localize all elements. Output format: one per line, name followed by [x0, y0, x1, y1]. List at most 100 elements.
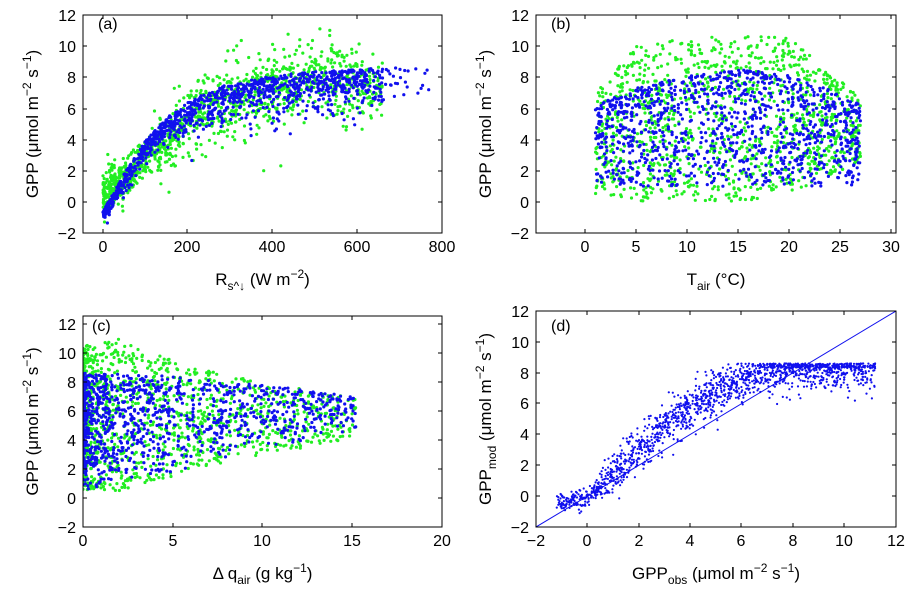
observed-point [298, 44, 302, 48]
modeled-point [662, 145, 666, 149]
observed-point [652, 58, 656, 62]
modeled-point [759, 151, 764, 155]
modeled-point [734, 100, 738, 104]
panel-c-points [83, 337, 358, 493]
modeled-point [837, 112, 841, 116]
modeled-point [160, 129, 164, 133]
modeled-point [265, 105, 269, 109]
observed-point [244, 77, 248, 81]
modeled-point [782, 159, 786, 163]
observed-point [653, 120, 657, 124]
modeled-point [105, 203, 109, 207]
modeled-point [292, 91, 296, 95]
modeled-point [619, 101, 623, 105]
modeled-point [640, 96, 644, 100]
modeled-point [742, 117, 746, 121]
modeled-point [263, 93, 267, 97]
modeled-point [311, 101, 315, 105]
modeled-point [398, 76, 403, 80]
modeled-point [718, 74, 722, 78]
modeled-point [848, 151, 852, 156]
modeled-point [330, 111, 335, 116]
modeled-point [326, 103, 330, 107]
modeled-point [686, 141, 690, 145]
observed-point [841, 167, 845, 171]
observed-point [692, 111, 696, 115]
modeled-point [858, 109, 862, 114]
observed-point [295, 408, 299, 412]
observed-point [278, 69, 282, 73]
modeled-point [737, 73, 741, 77]
modeled-point [659, 116, 663, 120]
observed-point [600, 129, 604, 133]
observed-point [805, 69, 810, 73]
observed-point [672, 117, 676, 121]
observed-point [824, 147, 829, 151]
modeled-point [728, 91, 732, 95]
modeled-point [706, 160, 710, 164]
modeled-point [754, 99, 758, 103]
modeled-point [635, 173, 640, 177]
modeled-point [844, 138, 848, 142]
observed-point [332, 50, 336, 55]
modeled-point [394, 66, 398, 70]
modeled-point [713, 132, 717, 136]
observed-point [753, 139, 758, 143]
modeled-point [764, 171, 768, 176]
observed-point [320, 50, 324, 54]
modeled-point [304, 116, 308, 121]
observed-point [718, 167, 722, 171]
observed-point [728, 45, 733, 49]
modeled-point [619, 177, 623, 181]
observed-point [755, 87, 759, 91]
modeled-point [779, 171, 783, 175]
observed-point [329, 83, 333, 87]
modeled-point [303, 72, 307, 76]
modeled-point [667, 90, 671, 94]
modeled-point [362, 75, 366, 79]
modeled-point [674, 135, 679, 139]
modeled-point [826, 105, 830, 109]
observed-point [638, 139, 642, 144]
modeled-point [829, 139, 833, 143]
observed-point [299, 88, 303, 92]
observed-point [784, 36, 788, 40]
modeled-point [612, 177, 617, 181]
observed-point [823, 116, 828, 120]
observed-point [609, 193, 613, 197]
modeled-point [757, 149, 761, 153]
modeled-point [197, 99, 201, 103]
observed-point [732, 194, 736, 198]
observed-point [254, 66, 258, 70]
modeled-point [321, 97, 325, 101]
observed-point [781, 141, 786, 145]
observed-point [684, 127, 689, 131]
modeled-point [687, 152, 691, 156]
observed-point [376, 79, 380, 83]
panel-a-points [101, 27, 431, 225]
observed-point [743, 156, 747, 160]
observed-point [858, 151, 862, 155]
modeled-point [670, 177, 674, 181]
modeled-point [790, 113, 794, 117]
modeled-point [221, 89, 225, 93]
modeled-point [674, 183, 679, 187]
modeled-point [325, 75, 329, 79]
modeled-point [808, 137, 812, 141]
observed-point [310, 64, 314, 68]
observed-point [614, 167, 619, 171]
modeled-point [805, 99, 809, 103]
modeled-point [320, 93, 324, 97]
modeled-point [833, 106, 837, 111]
modeled-point [814, 136, 818, 140]
observed-point [771, 67, 775, 71]
modeled-point [806, 83, 810, 87]
modeled-point [311, 105, 315, 109]
modeled-point [701, 82, 705, 86]
modeled-point [172, 119, 177, 123]
observed-point [691, 137, 695, 141]
modeled-point [850, 105, 854, 109]
modeled-point [132, 159, 136, 163]
y-axis-label: GPP (μmol m−2​ s−1​) [473, 50, 495, 198]
observed-point [786, 44, 790, 48]
